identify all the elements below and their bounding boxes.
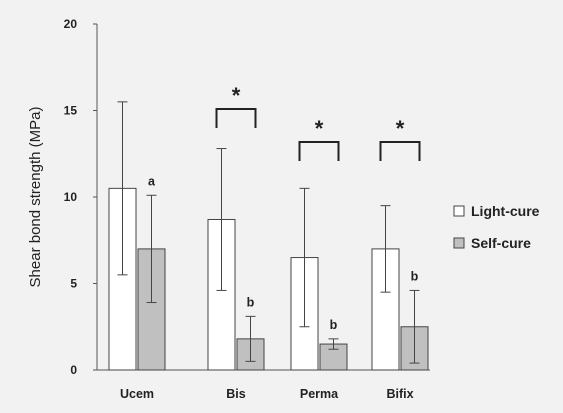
legend: Light-cure Self-cure xyxy=(453,203,540,251)
significance-letter: b xyxy=(330,318,338,332)
legend-label-light-cure: Light-cure xyxy=(471,203,540,219)
significance-letter: a xyxy=(148,174,156,188)
y-tick-label: 15 xyxy=(64,104,78,118)
annotations: a b b b * * * xyxy=(148,83,421,332)
legend-swatch-light-cure xyxy=(453,205,465,217)
bars xyxy=(108,101,429,371)
y-tick-label: 10 xyxy=(64,190,78,204)
significance-letter: b xyxy=(411,269,419,283)
significance-star: * xyxy=(396,116,405,141)
significance-star: * xyxy=(232,83,241,108)
significance-bracket xyxy=(298,141,340,161)
y-tick-label: 5 xyxy=(70,277,77,291)
y-tick-label: 20 xyxy=(64,17,78,31)
x-tick-label: Bis xyxy=(226,387,246,401)
significance-bracket xyxy=(215,108,257,128)
x-tick-label: Ucem xyxy=(120,387,154,401)
axes: 0 5 10 15 20 Ucem Bis Perma Bifix xyxy=(64,17,430,401)
x-tick-label: Perma xyxy=(300,387,339,401)
y-tick-label: 0 xyxy=(70,363,77,377)
significance-bracket xyxy=(379,141,421,161)
x-tick-label: Bifix xyxy=(386,387,413,401)
legend-swatch-self-cure xyxy=(453,237,465,249)
y-axis-label: Shear bond strength (MPa) xyxy=(27,107,44,288)
significance-letter: b xyxy=(247,295,255,309)
legend-label-self-cure: Self-cure xyxy=(471,235,531,251)
significance-star: * xyxy=(315,116,324,141)
